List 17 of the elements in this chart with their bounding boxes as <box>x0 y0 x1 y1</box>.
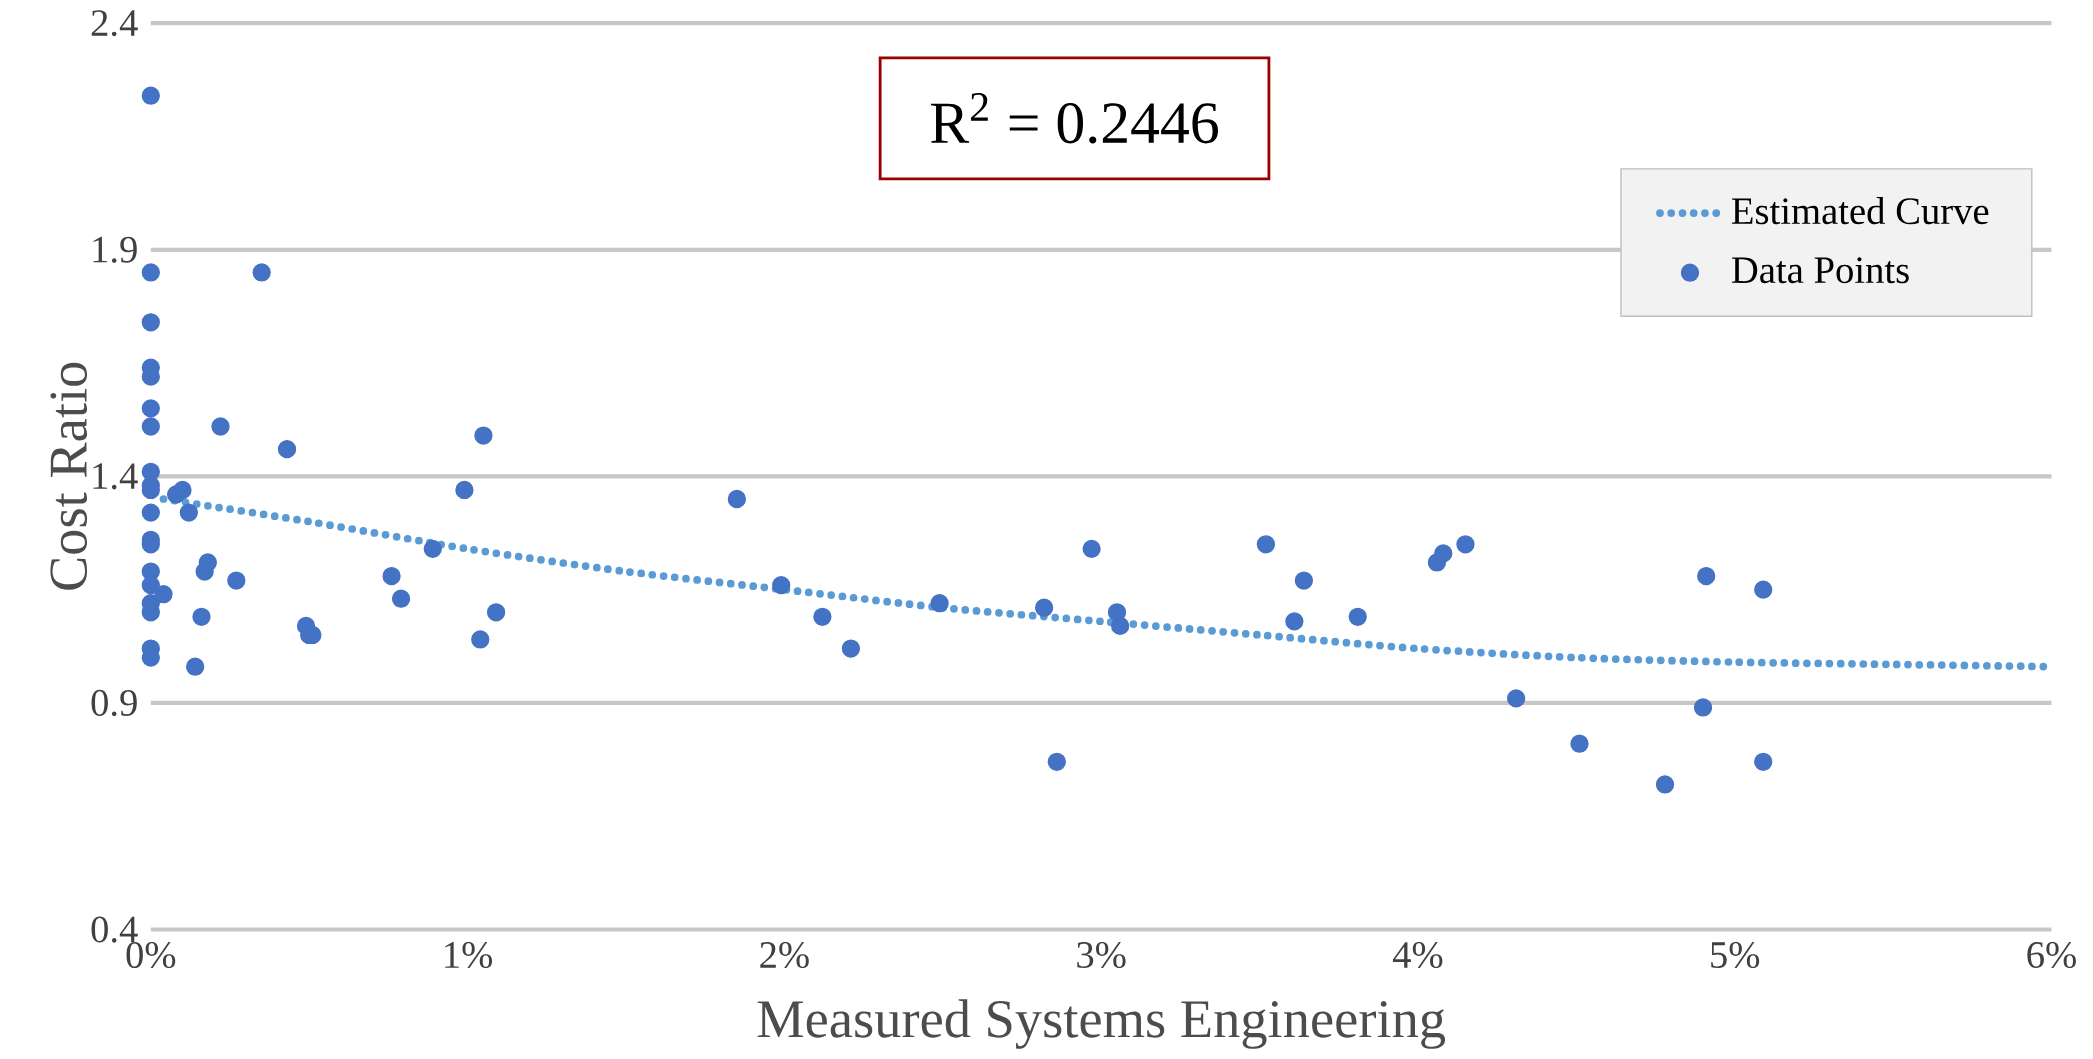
x-tick-label: 6% <box>2027 941 2076 969</box>
x-tick-label: 3% <box>1077 941 1126 969</box>
x-tick-label: 1% <box>445 941 493 969</box>
y-axis-title: Cost Ratio <box>50 362 88 590</box>
x-tick-label: 2% <box>760 941 809 969</box>
x-tick-label: 5% <box>1711 941 1760 969</box>
legend-label: Data Points <box>1731 257 1909 284</box>
y-tick-label: 2.4 <box>91 10 138 37</box>
x-axis-title: Measured Systems Engineering <box>757 999 1446 1049</box>
y-tick-label: 0.9 <box>91 689 137 717</box>
annotation: R$^{2}$ = 0.2446 <box>931 93 1218 144</box>
x-tick-label: 4% <box>1392 941 1443 969</box>
y-tick-label: 1.9 <box>93 236 137 263</box>
y-tick-label: 0.4 <box>91 916 138 943</box>
y-tick-label: 1.4 <box>93 463 138 490</box>
legend-label: Estimated Curve <box>1731 197 1989 225</box>
x-tick-label: 0% <box>126 941 176 969</box>
